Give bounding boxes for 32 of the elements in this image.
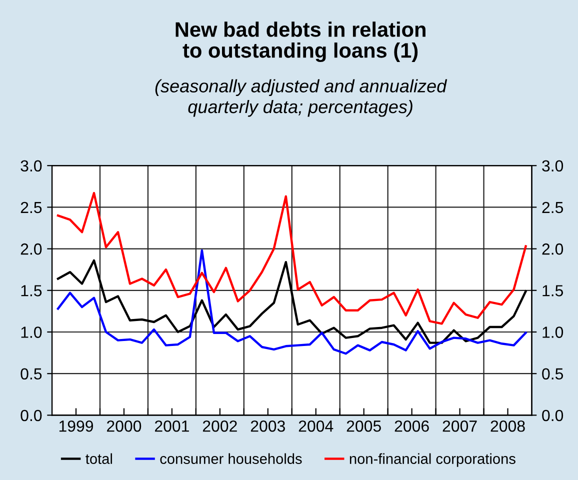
x-tick-label: 2006 — [394, 420, 429, 432]
y2-tick-label: 2.5 — [542, 202, 564, 214]
x-tick-label: 2003 — [250, 420, 285, 432]
y-tick-label: 1.0 — [21, 326, 42, 338]
x-tick-label: 2001 — [154, 420, 189, 432]
line-series — [56, 249, 527, 355]
line-series — [56, 259, 527, 344]
x-tick-label: 2004 — [298, 420, 334, 432]
line-series — [56, 192, 527, 325]
legend-label: total — [86, 453, 112, 464]
x-tick-label: 1999 — [59, 420, 94, 432]
legend-label: non-financial corporations — [350, 453, 516, 467]
chart-subtitle: (seasonally adjusted and annualized quarterly data; percentages) — [155, 79, 448, 117]
y2-tick-label: 0.0 — [542, 410, 564, 422]
x-tick-label: 2005 — [346, 420, 381, 432]
x-tick-label: 2002 — [202, 420, 237, 432]
y2-tick-label: 1.5 — [542, 285, 564, 296]
y-tick-label: 0.0 — [20, 410, 42, 422]
y2-tick-label: 0.5 — [542, 368, 564, 380]
y2-tick-label: 3.0 — [542, 160, 564, 172]
y-tick-label: 2.5 — [20, 202, 42, 214]
y-tick-label: 1.5 — [21, 285, 42, 296]
y2-tick-label: 1.0 — [542, 326, 564, 338]
chart-title: New bad debts in relation to outstanding loans (1) — [176, 22, 426, 62]
y2-tick-label: 2.0 — [542, 243, 564, 255]
legend-label: consumer households — [160, 453, 302, 464]
y-tick-label: 0.5 — [20, 368, 42, 380]
y-tick-label: 3.0 — [20, 160, 42, 172]
x-tick-label: 2000 — [107, 420, 142, 432]
y-tick-label: 2.0 — [20, 243, 42, 255]
x-tick-label: 2008 — [490, 420, 525, 432]
x-tick-label: 2007 — [442, 420, 477, 432]
